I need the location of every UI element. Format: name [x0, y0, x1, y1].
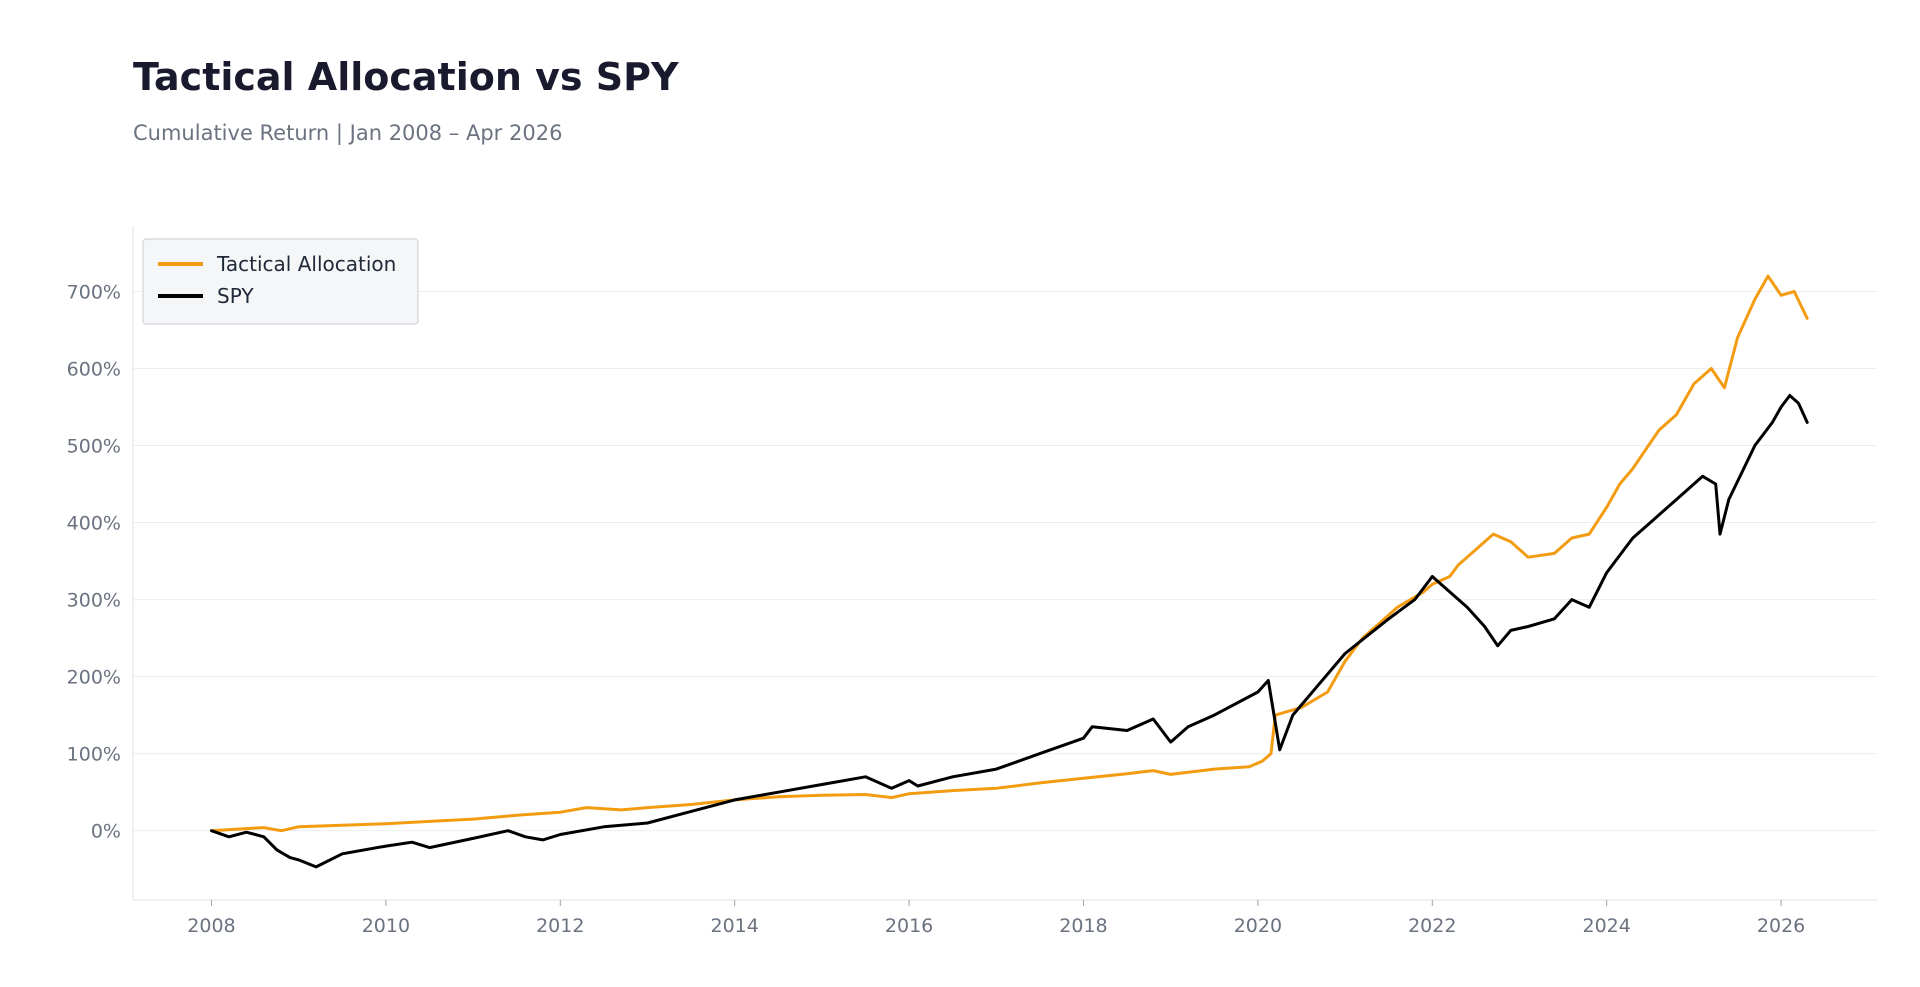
y-tick-label: 0% — [91, 821, 121, 843]
series-line-tactical-allocation — [210, 274, 1809, 833]
x-tick-label: 2024 — [1583, 915, 1631, 937]
x-tick-label: 2026 — [1757, 915, 1805, 937]
legend-label-tactical-allocation: Tactical Allocation — [216, 252, 396, 276]
y-tick-label: 300% — [67, 590, 121, 612]
x-tick-label: 2016 — [885, 915, 933, 937]
series-line-spy — [210, 394, 1809, 869]
grid — [133, 290, 1877, 832]
x-axis-ticks: 2008 2010 2012 2014 2016 2018 2020 2022 2024 2026 — [187, 900, 1805, 937]
legend-box — [142, 238, 419, 325]
y-tick-label: 600% — [67, 359, 121, 381]
x-tick-label: 2020 — [1234, 915, 1282, 937]
series-layer — [210, 274, 1809, 869]
y-tick-label: 100% — [67, 744, 121, 766]
chart-subtitle: Cumulative Return | Jan 2008 – Apr 2026 — [133, 121, 562, 146]
legend: Tactical Allocation SPY — [142, 238, 419, 325]
y-axis-ticks: 0% 100% 200% 300% 400% 500% 600% 700% — [67, 281, 121, 842]
chart-title: Tactical Allocation vs SPY — [133, 55, 679, 99]
x-tick-label: 2008 — [187, 915, 235, 937]
x-tick-label: 2014 — [711, 915, 759, 937]
x-tick-label: 2022 — [1408, 915, 1456, 937]
y-tick-label: 400% — [67, 513, 121, 535]
y-tick-label: 200% — [67, 667, 121, 689]
y-tick-label: 500% — [67, 436, 121, 458]
y-tick-label: 700% — [67, 281, 121, 303]
x-tick-label: 2010 — [362, 915, 410, 937]
x-tick-label: 2012 — [536, 915, 584, 937]
x-tick-label: 2018 — [1059, 915, 1107, 937]
legend-label-spy: SPY — [217, 284, 254, 308]
